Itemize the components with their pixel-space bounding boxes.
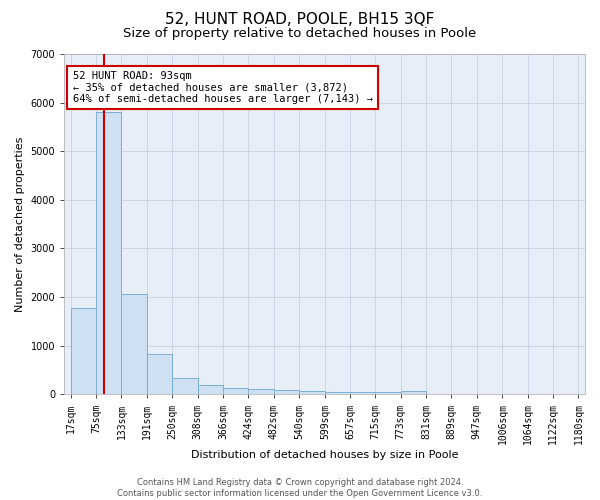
- Bar: [121, 294, 147, 394]
- Bar: [274, 390, 299, 394]
- Bar: [299, 392, 325, 394]
- Bar: [248, 390, 274, 394]
- Text: Size of property relative to detached houses in Poole: Size of property relative to detached ho…: [124, 28, 476, 40]
- Bar: [325, 392, 350, 394]
- Bar: [376, 392, 401, 394]
- Bar: [172, 378, 198, 394]
- Bar: [96, 112, 121, 394]
- Text: 52, HUNT ROAD, POOLE, BH15 3QF: 52, HUNT ROAD, POOLE, BH15 3QF: [166, 12, 434, 28]
- Bar: [198, 384, 223, 394]
- X-axis label: Distribution of detached houses by size in Poole: Distribution of detached houses by size …: [191, 450, 458, 460]
- Bar: [223, 388, 248, 394]
- Bar: [71, 308, 96, 394]
- Text: 52 HUNT ROAD: 93sqm
← 35% of detached houses are smaller (3,872)
64% of semi-det: 52 HUNT ROAD: 93sqm ← 35% of detached ho…: [73, 71, 373, 104]
- Bar: [350, 392, 376, 394]
- Y-axis label: Number of detached properties: Number of detached properties: [15, 136, 25, 312]
- Text: Contains HM Land Registry data © Crown copyright and database right 2024.
Contai: Contains HM Land Registry data © Crown c…: [118, 478, 482, 498]
- Bar: [401, 392, 426, 394]
- Bar: [147, 354, 172, 395]
